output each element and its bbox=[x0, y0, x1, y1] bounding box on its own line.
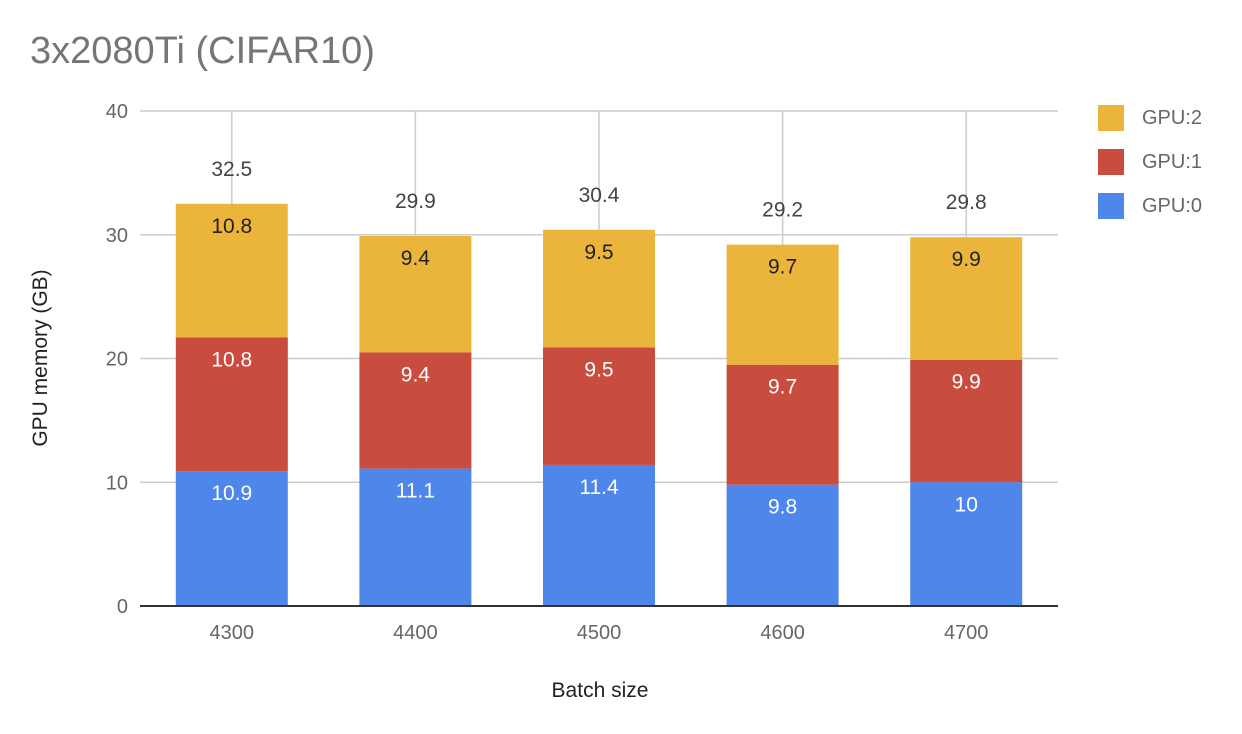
data-label-gpu1: 10.8 bbox=[211, 348, 252, 371]
y-tick-label: 10 bbox=[106, 472, 128, 494]
y-axis-title: GPU memory (GB) bbox=[29, 269, 52, 446]
data-label-gpu0: 9.8 bbox=[768, 496, 797, 519]
total-label: 30.4 bbox=[579, 184, 620, 207]
data-label-gpu0: 10 bbox=[955, 493, 978, 516]
bar-gpu2-4600 bbox=[726, 244, 839, 365]
y-tick-label: 40 bbox=[106, 101, 128, 123]
x-axis-title: Batch size bbox=[552, 679, 649, 702]
data-label-gpu2: 9.7 bbox=[768, 256, 797, 279]
bar-gpu0-4400 bbox=[359, 468, 472, 606]
bar-gpu1-4400 bbox=[359, 352, 472, 469]
data-label-gpu1: 9.4 bbox=[401, 363, 431, 386]
data-label-gpu2: 9.5 bbox=[584, 241, 613, 264]
x-tick-label: 4400 bbox=[393, 622, 438, 644]
bar-gpu1-4300 bbox=[175, 337, 288, 472]
bar-gpu2-4300 bbox=[175, 203, 288, 338]
data-label-gpu2: 9.9 bbox=[952, 248, 981, 271]
legend-label-gpu2: GPU:2 bbox=[1142, 106, 1203, 129]
y-tick-label: 0 bbox=[117, 596, 128, 618]
bar-gpu1-4500 bbox=[543, 347, 655, 465]
legend-swatch-gpu0 bbox=[1098, 193, 1124, 219]
data-label-gpu1: 9.9 bbox=[952, 371, 981, 394]
data-label-gpu0: 11.4 bbox=[579, 476, 619, 499]
legend-label-gpu0: GPU:0 bbox=[1142, 194, 1203, 217]
total-label: 29.9 bbox=[395, 190, 436, 213]
axes: 0 10 20 30 40 4300 4400 4500 4600 4700 bbox=[106, 101, 1058, 644]
data-label-gpu1: 9.7 bbox=[768, 376, 797, 399]
data-label-gpu1: 9.5 bbox=[584, 358, 613, 381]
data-label-gpu0: 11.1 bbox=[396, 480, 435, 503]
bar-gpu2-4700 bbox=[910, 237, 1023, 360]
data-label-gpu2: 10.8 bbox=[211, 215, 252, 238]
data-label-gpu2: 9.4 bbox=[401, 247, 431, 270]
bar-gpu0-4600 bbox=[726, 484, 839, 606]
y-tick-label: 20 bbox=[106, 349, 128, 371]
bar-gpu2-4400 bbox=[359, 235, 472, 353]
total-label: 29.2 bbox=[762, 199, 803, 222]
data-labels: 10.9 10.8 10.8 32.5 11.1 9.4 9.4 29.9 11.4 9.5 9.5… bbox=[211, 158, 986, 519]
chart-title: 3x2080Ti (CIFAR10) bbox=[30, 30, 375, 72]
x-tick-label: 4700 bbox=[944, 622, 989, 644]
y-tick-label: 30 bbox=[106, 225, 128, 247]
bars bbox=[175, 203, 1023, 606]
legend-label-gpu1: GPU:1 bbox=[1142, 150, 1203, 173]
bar-gpu0-4700 bbox=[910, 482, 1023, 606]
bar-gpu0-4300 bbox=[175, 471, 288, 606]
legend-swatch-gpu2 bbox=[1098, 105, 1124, 131]
bar-gpu1-4600 bbox=[726, 364, 839, 485]
data-label-gpu0: 10.9 bbox=[211, 482, 252, 505]
legend: GPU:2 GPU:1 GPU:0 bbox=[1098, 96, 1202, 228]
legend-swatch-gpu1 bbox=[1098, 149, 1124, 175]
bar-gpu0-4500 bbox=[543, 464, 655, 606]
x-tick-label: 4600 bbox=[760, 622, 805, 644]
bar-gpu2-4500 bbox=[543, 229, 655, 348]
legend-item-gpu1: GPU:1 bbox=[1098, 140, 1202, 184]
legend-item-gpu0: GPU:0 bbox=[1098, 184, 1202, 228]
total-label: 29.8 bbox=[946, 191, 987, 214]
bar-gpu1-4700 bbox=[910, 359, 1023, 483]
x-tick-label: 4300 bbox=[210, 622, 255, 644]
x-tick-label: 4500 bbox=[577, 622, 622, 644]
legend-item-gpu2: GPU:2 bbox=[1098, 96, 1202, 140]
total-label: 32.5 bbox=[211, 158, 252, 181]
